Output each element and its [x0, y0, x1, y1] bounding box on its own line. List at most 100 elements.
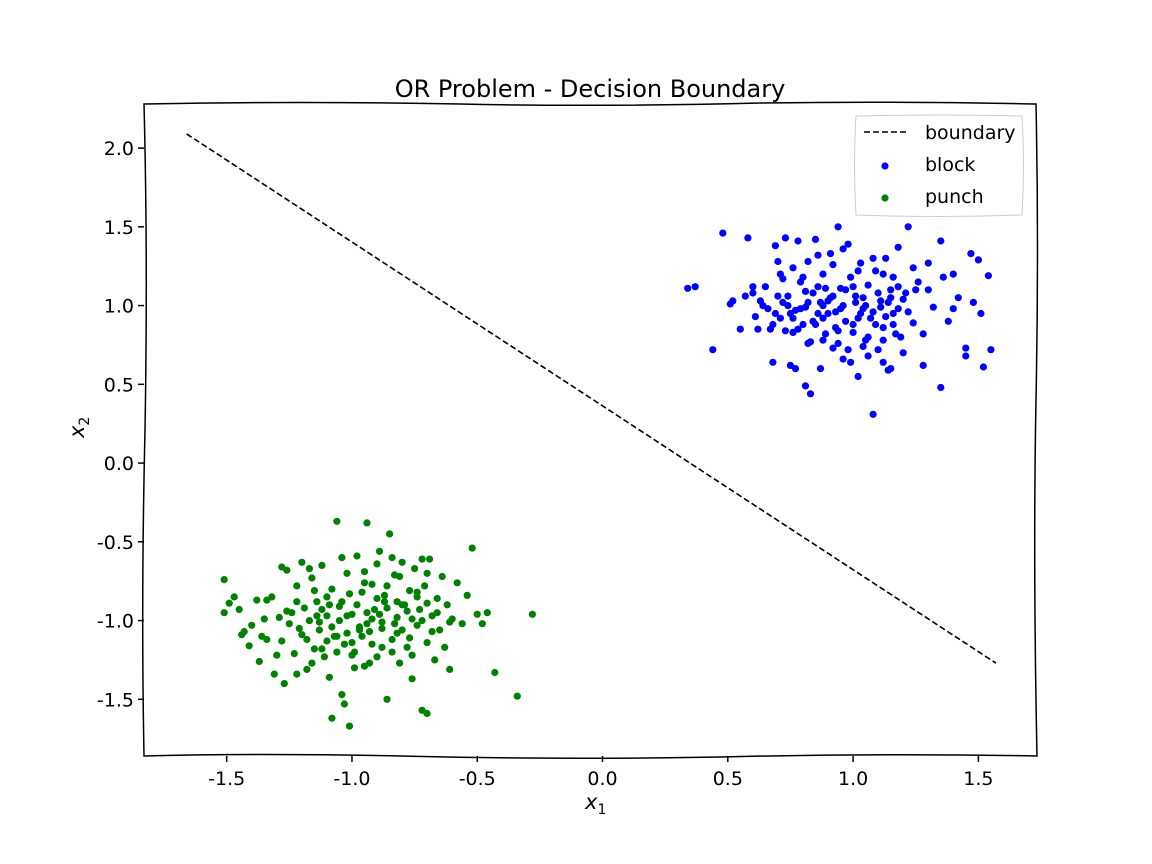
punch-point [383, 604, 391, 612]
punch-point [328, 585, 336, 593]
block-point [864, 333, 872, 341]
block-point [862, 302, 870, 310]
block-point [889, 309, 897, 318]
x-axis-label-subscript: 1 [597, 802, 606, 818]
block-point [799, 320, 807, 329]
punch-point [323, 637, 331, 645]
block-point [969, 298, 978, 306]
punch-point [345, 722, 354, 730]
block-point [811, 235, 820, 243]
punch-point [426, 555, 434, 563]
punch-point [345, 590, 354, 598]
y-tick-label: -1.5 [97, 689, 134, 711]
block-point [909, 264, 917, 272]
y-tick-label: -0.5 [97, 532, 134, 554]
punch-point [245, 642, 253, 650]
block-point [962, 352, 970, 360]
block-point [929, 303, 937, 311]
punch-point [513, 692, 521, 700]
block-point [914, 278, 922, 286]
y-axis-label-main: x [65, 425, 89, 439]
punch-point [391, 620, 399, 628]
x-tick-label: 1.0 [838, 768, 868, 790]
block-point [857, 309, 865, 318]
block-point [826, 250, 835, 258]
block-point [819, 336, 827, 344]
punch-point [273, 651, 281, 659]
punch-point [413, 621, 421, 629]
block-point [849, 328, 857, 336]
boundary-line [186, 133, 997, 664]
y-tick-label: 2.0 [104, 138, 134, 160]
block-point [842, 317, 850, 325]
punch-point [325, 601, 333, 609]
punch-point [463, 591, 471, 600]
block-point [806, 390, 815, 398]
block-point [691, 283, 699, 291]
punch-point [323, 593, 331, 601]
block-point [867, 314, 875, 322]
punch-point [378, 624, 386, 633]
block-point [977, 309, 985, 318]
block-point [852, 292, 860, 300]
punch-point [320, 653, 328, 661]
block-point [784, 302, 792, 310]
punch-point [396, 572, 404, 581]
punch-point [293, 670, 301, 678]
punch-point [303, 635, 311, 644]
block-point [774, 292, 782, 300]
punch-point [363, 519, 371, 527]
punch-point [368, 640, 376, 648]
x-tick-label: -1.5 [208, 768, 245, 790]
punch-point [348, 651, 356, 659]
punch-point [418, 555, 426, 563]
block-point [872, 320, 880, 329]
block-point [987, 346, 995, 354]
block-point [894, 243, 902, 251]
punch-point [378, 643, 386, 651]
block-point [874, 289, 882, 297]
x-axis-label: x1 [584, 790, 606, 818]
punch-point [350, 664, 359, 672]
block-point [821, 330, 830, 338]
block-point [799, 273, 807, 281]
punch-point [313, 612, 321, 620]
punch-point [328, 623, 336, 631]
block-point [776, 270, 785, 278]
punch-point [328, 714, 336, 722]
block-point [899, 349, 907, 357]
block-point [864, 281, 872, 289]
block-point [979, 363, 988, 371]
legend-box [854, 114, 1024, 217]
punch-point [483, 609, 491, 617]
block-point [869, 254, 877, 262]
punch-point [373, 653, 381, 661]
block-point [844, 240, 852, 248]
punch-point [305, 565, 313, 573]
y-axis-label-subscript: 2 [77, 417, 93, 426]
block-point [814, 309, 822, 318]
punch-point [358, 632, 366, 640]
punch-point [408, 615, 416, 623]
punch-point [318, 605, 326, 614]
punch-point [220, 609, 228, 617]
punch-point [438, 572, 446, 581]
punch-point [433, 594, 441, 603]
punch-point [406, 634, 414, 642]
block-point [824, 309, 832, 318]
punch-point [355, 626, 364, 634]
block-point [924, 286, 932, 294]
block-point [889, 273, 897, 281]
punch-point [396, 659, 404, 667]
punch-point [380, 598, 389, 606]
punch-point [411, 565, 419, 573]
x-axis-ticks: -1.5 -1.0 -0.5 0.0 0.5 1.0 1.5 [208, 756, 993, 790]
block-point [816, 365, 825, 373]
punch-point [333, 648, 341, 656]
punch-point [360, 579, 369, 587]
x-tick-label: 0.0 [587, 768, 617, 790]
punch-point [238, 631, 246, 639]
block-point [949, 270, 957, 278]
legend-punch-swatch [881, 194, 889, 202]
block-point [814, 251, 822, 259]
